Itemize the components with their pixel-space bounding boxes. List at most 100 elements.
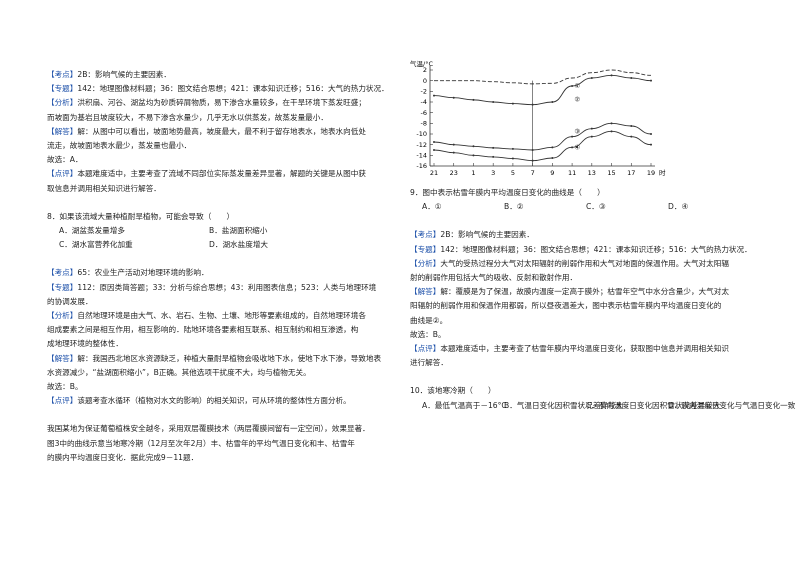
text: 142：地理图像材料题；36：图文结合思想；421：课本知识迁移；516：大气的… [440, 244, 752, 254]
text: 图3中的曲线示意当地寒冷期（12月至次年2月）丰、枯雪年的平均气温日变化和丰、枯… [47, 438, 355, 448]
text-line: 【考点】2B：影响气候的主要因素． [410, 228, 760, 242]
curve-point [492, 101, 495, 103]
text-line: 【专题】142：地理图像材料题；36：图文结合思想；421：课本知识迁移；516… [410, 243, 760, 257]
option: C．③ [586, 202, 606, 212]
curve-point [610, 122, 613, 125]
text: 射的削弱作用包括大气的吸收、反射和散射作用． [410, 273, 578, 282]
section-tag: 【解答】 [47, 353, 78, 363]
text: 的膜内平均温度日变化．据此完成9－11题． [47, 452, 199, 462]
text: 曲线是②。 [410, 315, 448, 325]
text-line: 取信息并调用相关知识进行解答． [47, 182, 397, 196]
x-tick-label: 1 [471, 169, 475, 177]
y-tick-label: -14 [416, 152, 427, 160]
section-tag: 【点评】 [47, 396, 78, 406]
text: 65：农业生产活动对地理环境的影响． [77, 268, 209, 278]
option: B．气温日变化因积雪状况差异较大 [504, 400, 624, 410]
curve-label: ③ [574, 127, 580, 135]
section-tag: 【点评】 [47, 169, 78, 179]
x-tick-label: 9 [550, 169, 554, 177]
x-tick-label: 11 [568, 169, 576, 177]
text-line: 【点评】本题难度适中，主要考查了枯雪年膜内平均温度日变化，获取图中信息并调用相关… [410, 342, 760, 356]
text-line: 射的削弱作用包括大气的吸收、反射和散射作用． [410, 271, 760, 285]
section-tag: 【专题】 [47, 84, 78, 94]
y-tick-label: -8 [421, 120, 427, 128]
curve-point [650, 143, 652, 146]
curve-label: ① [574, 82, 580, 90]
text-line: 【考点】65：农业生产活动对地理环境的影响． [47, 266, 397, 280]
curve [434, 69, 652, 85]
text-line: 我国某地为保证葡萄植株安全越冬，采用双层覆膜技术（两层覆膜间留有一定空间），效果… [47, 422, 397, 436]
x-tick-label: 17 [627, 169, 635, 177]
text-line: 的膜内平均温度日变化．据此完成9－11题． [47, 451, 397, 465]
curve-point [590, 135, 593, 138]
spacer [47, 252, 397, 266]
x-tick-label: 15 [607, 169, 615, 177]
text: 取信息并调用相关知识进行解答． [47, 183, 161, 193]
curve-point [531, 159, 534, 162]
y-tick-label: -12 [416, 141, 427, 149]
text: 112：原因类简答题；33：分析与综合思想；43：利用图表信息；523：人类与地… [77, 282, 377, 292]
text-line: 【解答】解：我国西北地区水资源缺乏，种植大量耐旱植物会吸收地下水，使地下水下渗，… [47, 352, 397, 366]
curve-point [492, 146, 495, 149]
curve-point [610, 74, 613, 77]
curve [433, 130, 652, 162]
section-tag: 【专题】 [47, 282, 78, 292]
left-column: 【考点】2B：影响气候的主要因素． 【专题】142：地理图像材料题；36：图文结合… [47, 68, 397, 465]
spacer [47, 196, 397, 210]
y-tick-label: -16 [416, 162, 427, 170]
text-line: 阳辐射的削弱作用和保温作用都弱，所以昼夜温差大，图中表示枯雪年膜内平均温度日变化… [410, 299, 760, 313]
text-line: 【分析】自然地理环境是由大气、水、岩石、生物、土壤、地形等要素组成的，自然地理环… [47, 309, 397, 323]
option: B．② [504, 202, 524, 212]
curve-label: ④ [574, 143, 580, 151]
text-line: 进行解答． [410, 356, 760, 370]
text: 故选：B。 [410, 329, 446, 339]
section-tag: 【分析】 [410, 258, 441, 268]
curve-point [492, 155, 495, 158]
curve-point [531, 149, 534, 151]
text-line: 流走，故坡面地表水最少，蒸发量也最小． [47, 139, 397, 153]
text: 2B：影响气候的主要因素． [77, 70, 171, 79]
text-line: 成地理环境的整体性． [47, 337, 397, 351]
section-tag: 【考点】 [47, 268, 78, 278]
curve-point [551, 101, 554, 103]
option-row: A．湖盆蒸发量增多 B．盐湖面积缩小 [47, 224, 397, 238]
text: 组成要素之间是相互作用，相互影响的．陆地环境各要素相互联系、相互制约和相互渗透，… [47, 325, 359, 335]
curve [433, 74, 652, 106]
text: 自然地理环境是由大气、水、岩石、生物、土壤、地形等要素组成的，自然地理环境各 [77, 311, 366, 321]
x-tick-label: 19 [647, 169, 655, 177]
x-tick-label: 13 [588, 169, 596, 177]
option: A．最低气温高于－16°C [422, 400, 507, 410]
curve-point [630, 135, 633, 138]
x-tick-label: 7 [531, 169, 535, 177]
text: 洪积扇、河谷、湖盆均为砂质碎屑物质，易下渗含水量较多，在干旱环境下蒸发旺盛； [77, 98, 366, 108]
question-stem: 10．该地寒冷期（ ） [410, 386, 496, 396]
curve-point [452, 96, 455, 99]
option-row: A．最低气温高于－16°C B．气温日变化因积雪状况差异较大 C．膜内温度日变化因积… [410, 399, 795, 413]
section-tag: 【解答】 [410, 287, 441, 297]
text-line: 图3中的曲线示意当地寒冷期（12月至次年2月）丰、枯雪年的平均气温日变化和丰、枯… [47, 437, 397, 451]
curve-point [472, 145, 475, 148]
curve-point [590, 77, 593, 79]
curve [433, 122, 652, 151]
section-tag: 【考点】 [410, 230, 441, 240]
text: 阳辐射的削弱作用和保温作用都弱，所以昼夜温差大，图中表示枯雪年膜内平均温度日变化… [410, 301, 722, 311]
curve-point [433, 141, 435, 143]
text: 该题考查水循环（植物对水文的影响）的相关知识，可从环境的整体性方面分析。 [77, 396, 351, 406]
question-stem: 8．如果该流域大量种植耐旱植物，可能会导致（ ） [47, 211, 235, 221]
option-row: A．① B．② C．③ D．④ [410, 200, 760, 214]
spacer [410, 370, 760, 384]
curve-point [630, 77, 633, 79]
text-line: 【专题】142：地理图像材料题；36：图文结合思想；421：课本知识迁移；516… [47, 82, 397, 96]
question-stem: 9．图中表示枯雪年膜内平均温度日变化的曲线是（ ） [410, 188, 605, 197]
curve-point [433, 94, 435, 97]
text: 流走，故坡面地表水最少，蒸发量也最小． [47, 141, 192, 151]
right-column: 9．图中表示枯雪年膜内平均温度日变化的曲线是（ ） A．① B．② C．③ D．④ 【考点… [410, 186, 795, 413]
text: 故选：A． [47, 155, 83, 165]
text-line: 【考点】2B：影响气候的主要因素． [47, 68, 397, 82]
text-line: 【解答】解：覆膜是为了保温，故膜内温度一定高于膜外；枯雪年空气中水分含量少，大气… [410, 285, 760, 299]
section-tag: 【考点】 [47, 70, 78, 79]
option: A．① [422, 202, 442, 212]
text-line: 【分析】大气的受热过程分大气对太阳辐射的削弱作用和大气对地面的保温作用。大气对太… [410, 257, 760, 271]
